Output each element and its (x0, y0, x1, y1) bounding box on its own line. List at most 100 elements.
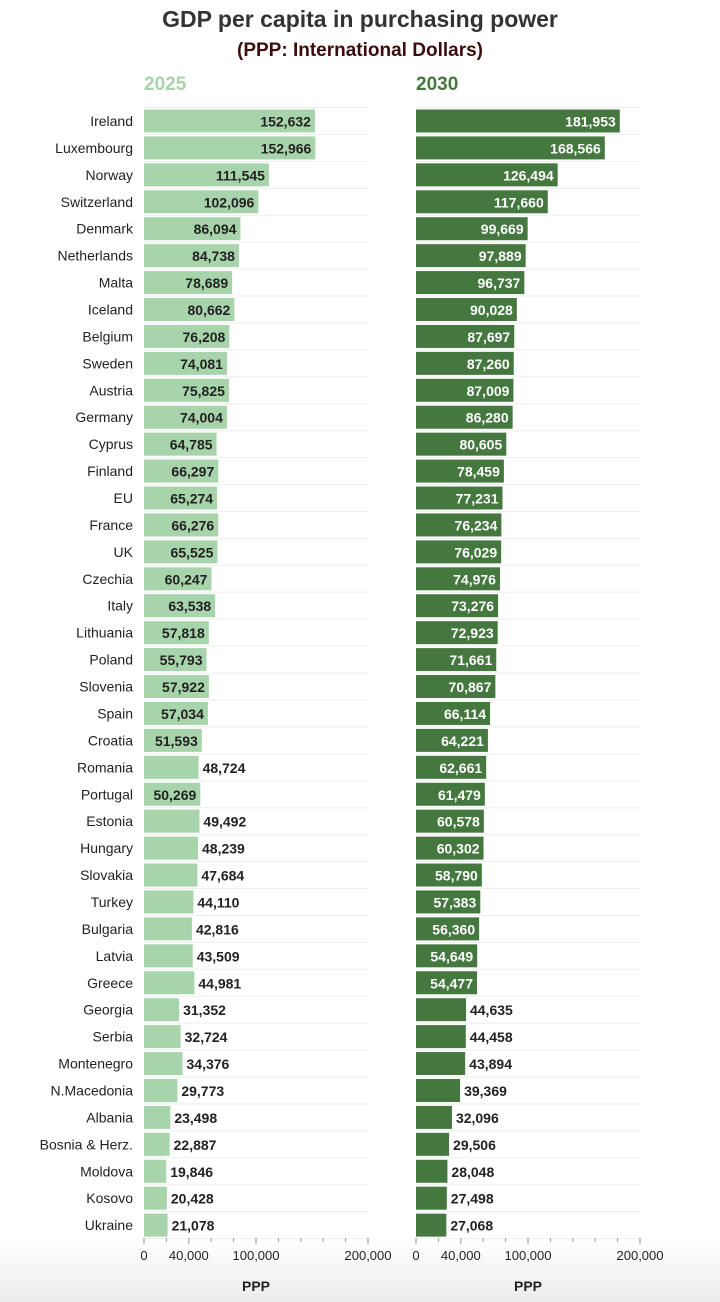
category-label: Latvia (96, 948, 134, 964)
category-label: Romania (77, 759, 133, 775)
bar-2030 (416, 1159, 448, 1183)
data-label-2025: 42,816 (196, 921, 239, 937)
category-label: Montenegro (58, 1056, 133, 1072)
bar-2025 (144, 890, 194, 914)
category-label: Slovakia (80, 867, 133, 883)
data-label-2025: 57,922 (162, 679, 205, 695)
bar-2025 (144, 405, 227, 429)
data-label-2030: 29,506 (453, 1137, 496, 1153)
data-label-2025: 48,724 (203, 760, 246, 776)
category-label: Estonia (86, 813, 133, 829)
category-label: Italy (107, 598, 133, 614)
bar-2025 (144, 1052, 183, 1076)
bar-2025 (144, 701, 208, 725)
bar-2025 (144, 109, 315, 133)
bar-2025 (144, 163, 269, 187)
bar-2030 (416, 432, 507, 456)
bar-2025 (144, 728, 202, 752)
data-label-2030: 54,477 (430, 975, 473, 991)
bar-2025 (144, 378, 229, 402)
bar-2030 (416, 728, 488, 752)
bar-2025 (144, 917, 192, 941)
category-label: Iceland (88, 302, 133, 318)
bar-2025 (144, 782, 201, 806)
category-label: Kosovo (86, 1190, 133, 1206)
bar-2030 (416, 513, 502, 537)
data-label-2030: 60,302 (437, 841, 480, 857)
data-label-2025: 84,738 (192, 248, 235, 264)
data-label-2025: 21,078 (172, 1218, 215, 1234)
x-tick-label-2025: 200,000 (345, 1248, 392, 1263)
data-label-2030: 44,458 (470, 1029, 513, 1045)
data-label-2025: 32,724 (185, 1029, 228, 1045)
category-label: Luxembourg (55, 140, 133, 156)
data-label-2030: 39,369 (464, 1083, 507, 1099)
data-label-2030: 27,498 (451, 1191, 494, 1207)
x-tick-label-2030: 100,000 (505, 1248, 552, 1263)
data-label-2025: 23,498 (174, 1110, 217, 1126)
category-label: Croatia (88, 732, 133, 748)
bar-2025 (144, 1025, 181, 1049)
x-axis-title-2025: PPP (241, 1278, 270, 1294)
category-label: Hungary (80, 840, 133, 856)
bar-2030 (416, 567, 500, 591)
data-label-2025: 76,208 (183, 329, 226, 345)
bar-2030 (416, 971, 478, 995)
data-label-2025: 51,593 (155, 733, 198, 749)
data-label-2030: 62,661 (439, 760, 482, 776)
data-label-2025: 44,110 (197, 894, 239, 910)
data-label-2030: 71,661 (449, 652, 492, 668)
data-label-2030: 117,660 (494, 194, 544, 210)
category-label: Belgium (82, 328, 133, 344)
bar-2025 (144, 675, 209, 699)
bar-2025 (144, 648, 207, 672)
data-label-2025: 60,247 (165, 571, 208, 587)
bar-2030 (416, 324, 515, 348)
data-label-2025: 43,509 (197, 948, 240, 964)
data-label-2025: 86,094 (194, 221, 237, 237)
category-label: Netherlands (58, 248, 134, 264)
data-label-2025: 152,632 (260, 114, 311, 130)
category-label: Turkey (91, 894, 133, 910)
data-label-2025: 29,773 (181, 1083, 224, 1099)
bar-2025 (144, 594, 216, 618)
data-label-2025: 152,966 (261, 140, 312, 156)
data-label-2030: 54,649 (430, 948, 473, 964)
data-label-2025: 66,297 (171, 464, 214, 480)
bar-2030 (416, 540, 502, 564)
bar-2025 (144, 998, 180, 1022)
bar-2025 (144, 836, 199, 860)
bar-2025 (144, 217, 241, 241)
bar-2025 (144, 459, 219, 483)
data-label-2025: 65,525 (171, 544, 214, 560)
data-label-2025: 55,793 (160, 652, 203, 668)
data-label-2025: 80,662 (188, 302, 231, 318)
data-label-2030: 126,494 (503, 167, 554, 183)
bar-2030 (416, 594, 499, 618)
bar-2025 (144, 432, 217, 456)
data-label-2025: 74,004 (180, 410, 223, 426)
data-label-2025: 57,818 (162, 625, 205, 641)
x-tick-label-2030: 0 (412, 1248, 419, 1263)
bar-2030 (416, 863, 482, 887)
bar-2025 (144, 1186, 167, 1210)
bar-2025 (144, 136, 316, 160)
bar-2025 (144, 1159, 167, 1183)
data-label-2030: 43,894 (469, 1056, 512, 1072)
bar-2025 (144, 540, 218, 564)
bar-2030 (416, 1025, 466, 1049)
bar-2025 (144, 486, 218, 510)
category-label: Czechia (82, 571, 133, 587)
category-label: Slovenia (79, 679, 133, 695)
bar-2025 (144, 1105, 171, 1129)
data-label-2025: 65,274 (170, 491, 213, 507)
panel-label-2025: 2025 (144, 74, 187, 95)
bar-2030 (416, 648, 497, 672)
bar-2030 (416, 378, 514, 402)
data-label-2025: 74,081 (180, 356, 223, 372)
data-label-2025: 22,887 (174, 1137, 217, 1153)
bar-2030 (416, 836, 484, 860)
x-axis-title-2030: PPP (513, 1278, 542, 1294)
data-label-2030: 99,669 (481, 221, 524, 237)
data-label-2030: 86,280 (466, 410, 509, 426)
